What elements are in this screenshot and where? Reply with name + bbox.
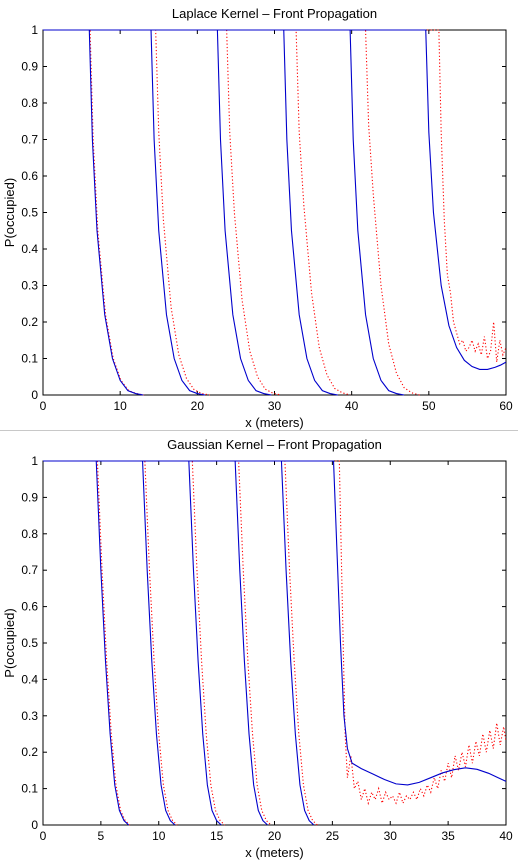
laplace-front-4-blue-line (43, 29, 338, 396)
laplace-x-tick-label: 30 (268, 399, 282, 413)
gaussian-front-2-red-dotted-line (43, 460, 178, 826)
laplace-y-tick-label: 0.2 (21, 315, 38, 329)
gaussian-y-tick-label: 0 (31, 818, 38, 832)
laplace-front-6-blue-line (43, 29, 506, 370)
gaussian-x-axis-label: x (meters) (245, 845, 304, 860)
gaussian-y-tick-label: 0.7 (21, 563, 38, 577)
laplace-x-tick-label: 20 (191, 399, 205, 413)
gaussian-front-3-red-dotted-line (43, 460, 226, 826)
gaussian-x-tick-label: 5 (98, 829, 105, 843)
laplace-y-axis-label: P(occupied) (2, 178, 17, 247)
gaussian-front-5-blue-line (43, 460, 315, 826)
laplace-front-5-blue-line (43, 29, 405, 396)
gaussian-x-tick-label: 40 (499, 829, 513, 843)
gaussian-y-tick-label: 0.2 (21, 745, 38, 759)
gaussian-chart-title: Gaussian Kernel – Front Propagation (167, 437, 382, 452)
laplace-x-axis-label: x (meters) (245, 415, 304, 430)
chart-divider (0, 430, 518, 431)
gaussian-front-4-red-dotted-line (43, 460, 272, 826)
laplace-y-tick-label: 1 (31, 23, 38, 37)
laplace-x-tick-label: 10 (113, 399, 127, 413)
laplace-y-tick-label: 0.5 (21, 206, 38, 220)
gaussian-front-4-blue-line (43, 460, 268, 826)
gaussian-x-tick-label: 15 (210, 829, 224, 843)
gaussian-x-tick-label: 35 (441, 829, 455, 843)
gaussian-y-tick-label: 0.9 (21, 490, 38, 504)
laplace-y-tick-label: 0.6 (21, 169, 38, 183)
gaussian-x-tick-label: 0 (40, 829, 47, 843)
laplace-x-tick-label: 40 (345, 399, 359, 413)
gaussian-y-tick-label: 0.3 (21, 709, 38, 723)
gaussian-y-tick-label: 0.8 (21, 527, 38, 541)
gaussian-front-1-red-dotted-line (43, 460, 131, 826)
gaussian-y-tick-label: 0.6 (21, 600, 38, 614)
laplace-x-tick-label: 50 (422, 399, 436, 413)
laplace-y-tick-label: 0.4 (21, 242, 38, 256)
laplace-x-tick-label: 0 (40, 399, 47, 413)
gaussian-plot-area (42, 460, 507, 826)
gaussian-y-axis-label: P(occupied) (2, 608, 17, 677)
gaussian-y-tick-label: 1 (31, 454, 38, 468)
gaussian-front-6-blue-line (43, 460, 506, 786)
gaussian-front-3-blue-line (43, 460, 222, 826)
laplace-y-tick-label: 0.8 (21, 96, 38, 110)
laplace-front-2-blue-line (43, 29, 206, 396)
gaussian-x-tick-label: 10 (152, 829, 166, 843)
gaussian-front-2-blue-line (43, 460, 176, 826)
laplace-front-1-blue-line (43, 29, 144, 396)
laplace-y-tick-label: 0 (31, 388, 38, 402)
laplace-x-tick-label: 60 (499, 399, 513, 413)
laplace-front-2-red-dotted-line (43, 29, 210, 396)
laplace-chart: Laplace Kernel – Front Propagation x (met… (2, 6, 513, 430)
laplace-y-tick-label: 0.9 (21, 60, 38, 74)
gaussian-y-tick-label: 0.5 (21, 636, 38, 650)
gaussian-x-tick-label: 25 (326, 829, 340, 843)
gaussian-x-tick-label: 30 (384, 829, 398, 843)
gaussian-x-tick-label: 20 (268, 829, 282, 843)
laplace-plot-area (42, 29, 507, 396)
gaussian-y-tick-label: 0.1 (21, 782, 38, 796)
laplace-y-tick-label: 0.3 (21, 279, 38, 293)
laplace-y-tick-label: 0.7 (21, 133, 38, 147)
gaussian-front-1-blue-line (43, 460, 130, 826)
laplace-front-1-red-dotted-line (43, 29, 145, 396)
gaussian-y-tick-label: 0.4 (21, 672, 38, 686)
laplace-chart-title: Laplace Kernel – Front Propagation (172, 6, 377, 21)
laplace-front-3-blue-line (43, 29, 272, 396)
laplace-y-tick-label: 0.1 (21, 352, 38, 366)
gaussian-chart: Gaussian Kernel – Front Propagation x (me… (2, 437, 513, 860)
laplace-front-3-red-dotted-line (43, 29, 281, 396)
laplace-front-4-red-dotted-line (43, 29, 351, 396)
